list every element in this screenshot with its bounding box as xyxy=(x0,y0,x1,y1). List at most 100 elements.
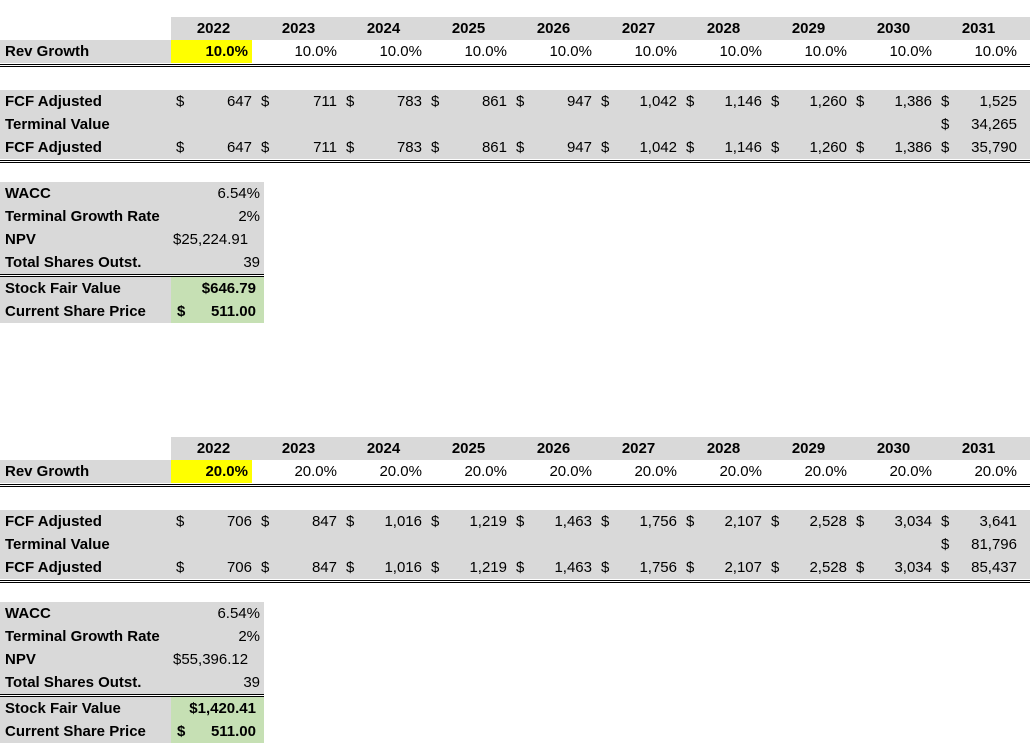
rev-growth-label[interactable]: Rev Growth xyxy=(0,40,171,63)
fcf-adjusted-row-cell[interactable]: 2,107 xyxy=(724,513,762,530)
summary-label[interactable]: Terminal Growth Rate xyxy=(5,208,160,225)
year-header-2031[interactable]: 2031 xyxy=(961,20,996,37)
fcf-adjusted-row-cell[interactable]: 2,528 xyxy=(809,513,847,530)
year-header-2027[interactable]: 2027 xyxy=(621,20,656,37)
summary-value[interactable]: 6.54% xyxy=(217,185,260,202)
rev-growth-cell[interactable]: 10.0% xyxy=(379,43,422,60)
fcf-adjusted-row-cell[interactable]: 1,756 xyxy=(639,513,677,530)
current-share-price-label[interactable]: Current Share Price xyxy=(5,303,146,320)
fcf-adjusted-total-row-cell[interactable]: 706 xyxy=(226,559,252,576)
rev-growth-cell[interactable]: 20.0% xyxy=(549,463,592,480)
fcf-adjusted-total-row-cell[interactable]: 783 xyxy=(396,139,422,156)
rev-growth-cell[interactable]: 10.0% xyxy=(719,43,762,60)
fcf-adjusted-total-row-cell[interactable]: 2,528 xyxy=(809,559,847,576)
fcf-adjusted-total-row-cell[interactable]: 947 xyxy=(566,139,592,156)
fcf-adjusted-row-label[interactable]: FCF Adjusted xyxy=(5,513,102,530)
rev-growth-cell[interactable]: 10.0% xyxy=(294,43,337,60)
summary-label[interactable]: NPV xyxy=(5,231,36,248)
fcf-adjusted-row-cell[interactable]: 3,034 xyxy=(894,513,932,530)
fcf-adjusted-total-row-cell[interactable]: 711 xyxy=(313,139,337,156)
fcf-adjusted-row-cell[interactable]: 783 xyxy=(396,93,422,110)
year-header-2025[interactable]: 2025 xyxy=(451,20,486,37)
fcf-adjusted-row-cell[interactable]: 1,016 xyxy=(384,513,422,530)
rev-growth-cell[interactable]: 20.0% xyxy=(379,463,422,480)
summary-label[interactable]: WACC xyxy=(5,605,51,622)
terminal-value-cell[interactable]: 81,796 xyxy=(971,536,1017,553)
fcf-adjusted-total-row-cell[interactable]: 647 xyxy=(226,139,252,156)
rev-growth-cell[interactable]: 20.0% xyxy=(171,460,252,483)
fcf-adjusted-total-row-cell[interactable]: 1,219 xyxy=(469,559,507,576)
rev-growth-cell[interactable]: 20.0% xyxy=(634,463,677,480)
year-header-2023[interactable]: 2023 xyxy=(281,440,316,457)
summary-value[interactable]: 6.54% xyxy=(217,605,260,622)
fcf-adjusted-total-row-cell[interactable]: 35,790 xyxy=(971,139,1017,156)
rev-growth-cell[interactable]: 20.0% xyxy=(804,463,847,480)
terminal-value-cell[interactable]: 34,265 xyxy=(971,116,1017,133)
rev-growth-cell[interactable]: 20.0% xyxy=(464,463,507,480)
summary-value[interactable]: 2% xyxy=(238,628,260,645)
fcf-adjusted-total-row-cell[interactable]: 1,042 xyxy=(639,139,677,156)
rev-growth-cell[interactable]: 20.0% xyxy=(974,463,1017,480)
year-header-2022[interactable]: 2022 xyxy=(196,20,231,37)
fcf-adjusted-row-cell[interactable]: 3,641 xyxy=(979,513,1017,530)
fcf-adjusted-row-cell[interactable]: 847 xyxy=(311,513,337,530)
year-header-2030[interactable]: 2030 xyxy=(876,440,911,457)
year-header-2030[interactable]: 2030 xyxy=(876,20,911,37)
fcf-adjusted-total-row-cell[interactable]: 1,260 xyxy=(809,139,847,156)
year-header-2028[interactable]: 2028 xyxy=(706,440,741,457)
fcf-adjusted-total-row-cell[interactable]: 3,034 xyxy=(894,559,932,576)
summary-value[interactable]: 2% xyxy=(238,208,260,225)
fcf-adjusted-total-row-cell[interactable]: 1,386 xyxy=(894,139,932,156)
fcf-adjusted-row-cell[interactable]: 711 xyxy=(313,93,337,110)
fcf-adjusted-total-row-cell[interactable]: 1,756 xyxy=(639,559,677,576)
fcf-adjusted-row-cell[interactable]: 1,146 xyxy=(724,93,762,110)
current-share-price[interactable]: 511.00 xyxy=(210,303,256,320)
stock-fair-value[interactable]: $1,420.41 xyxy=(189,700,256,717)
rev-growth-cell[interactable]: 10.0% xyxy=(804,43,847,60)
fcf-adjusted-total-row-label[interactable]: FCF Adjusted xyxy=(5,559,102,576)
summary-label[interactable]: Terminal Growth Rate xyxy=(5,628,160,645)
fcf-adjusted-row-label[interactable]: FCF Adjusted xyxy=(5,93,102,110)
fcf-adjusted-row-cell[interactable]: 1,219 xyxy=(469,513,507,530)
summary-value[interactable]: 39 xyxy=(243,254,260,271)
stock-fair-value-label[interactable]: Stock Fair Value xyxy=(5,700,121,717)
year-header-2025[interactable]: 2025 xyxy=(451,440,486,457)
fcf-adjusted-total-row-cell[interactable]: 2,107 xyxy=(724,559,762,576)
fcf-adjusted-row-cell[interactable]: 861 xyxy=(481,93,507,110)
year-header-2026[interactable]: 2026 xyxy=(536,440,571,457)
summary-label[interactable]: Total Shares Outst. xyxy=(5,254,142,271)
rev-growth-cell[interactable]: 10.0% xyxy=(549,43,592,60)
terminal-value-label[interactable]: Terminal Value xyxy=(5,116,110,133)
year-header-2031[interactable]: 2031 xyxy=(961,440,996,457)
fcf-adjusted-total-row-cell[interactable]: 861 xyxy=(481,139,507,156)
stock-fair-value-label[interactable]: Stock Fair Value xyxy=(5,280,121,297)
fcf-adjusted-total-row-cell[interactable]: 85,437 xyxy=(971,559,1017,576)
stock-fair-value[interactable]: $646.79 xyxy=(201,280,256,297)
rev-growth-cell[interactable]: 10.0% xyxy=(634,43,677,60)
rev-growth-cell[interactable]: 10.0% xyxy=(464,43,507,60)
fcf-adjusted-row-cell[interactable]: 1,463 xyxy=(554,513,592,530)
year-header-2024[interactable]: 2024 xyxy=(366,440,401,457)
fcf-adjusted-row-cell[interactable]: 1,260 xyxy=(809,93,847,110)
fcf-adjusted-row-cell[interactable]: 947 xyxy=(566,93,592,110)
rev-growth-cell[interactable]: 20.0% xyxy=(719,463,762,480)
summary-label[interactable]: Total Shares Outst. xyxy=(5,674,142,691)
summary-value[interactable]: 39 xyxy=(243,674,260,691)
fcf-adjusted-total-row-cell[interactable]: 1,016 xyxy=(384,559,422,576)
fcf-adjusted-row-cell[interactable]: 1,386 xyxy=(894,93,932,110)
year-header-2028[interactable]: 2028 xyxy=(706,20,741,37)
current-share-price-label[interactable]: Current Share Price xyxy=(5,723,146,740)
year-header-2022[interactable]: 2022 xyxy=(196,440,231,457)
year-header-2024[interactable]: 2024 xyxy=(366,20,401,37)
summary-value[interactable]: $25,224.91 xyxy=(173,231,249,248)
summary-label[interactable]: WACC xyxy=(5,185,51,202)
fcf-adjusted-total-row-label[interactable]: FCF Adjusted xyxy=(5,139,102,156)
fcf-adjusted-total-row-cell[interactable]: 1,146 xyxy=(724,139,762,156)
rev-growth-cell[interactable]: 20.0% xyxy=(889,463,932,480)
summary-value[interactable]: $55,396.12 xyxy=(173,651,249,668)
fcf-adjusted-row-cell[interactable]: 647 xyxy=(226,93,252,110)
terminal-value-label[interactable]: Terminal Value xyxy=(5,536,110,553)
fcf-adjusted-row-cell[interactable]: 1,042 xyxy=(639,93,677,110)
current-share-price[interactable]: 511.00 xyxy=(210,723,256,740)
fcf-adjusted-row-cell[interactable]: 706 xyxy=(226,513,252,530)
